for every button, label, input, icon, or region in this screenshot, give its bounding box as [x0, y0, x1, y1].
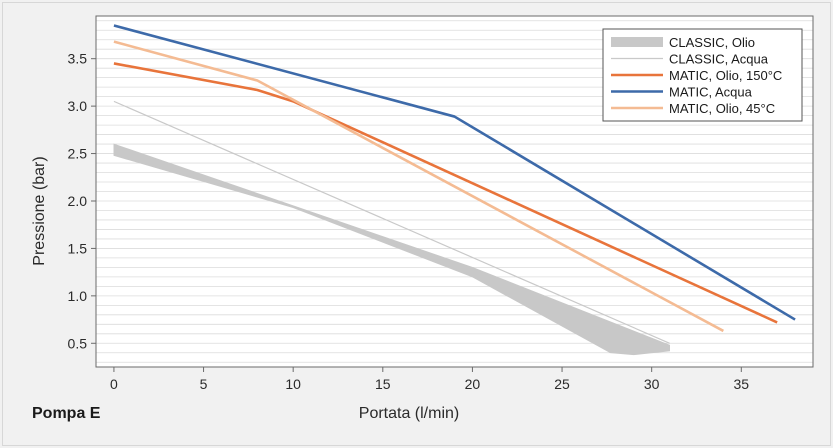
legend-label: MATIC, Acqua [669, 85, 753, 100]
y-tick-label: 2.5 [68, 146, 88, 162]
x-tick-label: 5 [200, 376, 208, 392]
x-tick-label: 30 [644, 376, 660, 392]
series-line-2 [113, 24, 796, 321]
y-tick-label: 0.5 [68, 335, 88, 351]
legend-label: MATIC, Olio, 150°C [669, 68, 782, 83]
pump-caption: Pompa E [32, 405, 101, 422]
y-tick-label: 1.0 [68, 288, 88, 304]
legend-label: CLASSIC, Olio [669, 35, 755, 50]
band-classic-olio [113, 143, 670, 356]
series-line-3 [113, 40, 724, 333]
band-layer [113, 143, 670, 356]
x-tick-label: 0 [110, 376, 118, 392]
x-axis-label: Portata (l/min) [359, 405, 459, 422]
x-tick-label: 15 [375, 376, 391, 392]
y-tick-label: 1.5 [68, 240, 88, 256]
x-axis-ticks: 0 5 10 15 20 25 30 35 [110, 367, 749, 392]
x-tick-label: 20 [465, 376, 481, 392]
plot-border [95, 15, 814, 368]
legend-label: MATIC, Olio, 45°C [669, 101, 775, 116]
series-line-0 [113, 100, 670, 344]
x-tick-label: 35 [734, 376, 750, 392]
y-axis-ticks: 0.5 1.0 1.5 2.0 2.5 3.0 3.5 [68, 51, 96, 351]
series-lines [113, 24, 796, 344]
legend-swatch [611, 37, 663, 47]
y-axis-label: Pressione (bar) [31, 156, 48, 265]
x-tick-label: 25 [554, 376, 570, 392]
series-line-1 [113, 62, 778, 324]
y-tick-label: 3.0 [68, 98, 88, 114]
y-tick-label: 3.5 [68, 51, 88, 67]
legend-label: CLASSIC, Acqua [669, 52, 769, 67]
grid [95, 15, 814, 368]
x-tick-label: 10 [285, 376, 301, 392]
y-tick-label: 2.0 [68, 193, 88, 209]
